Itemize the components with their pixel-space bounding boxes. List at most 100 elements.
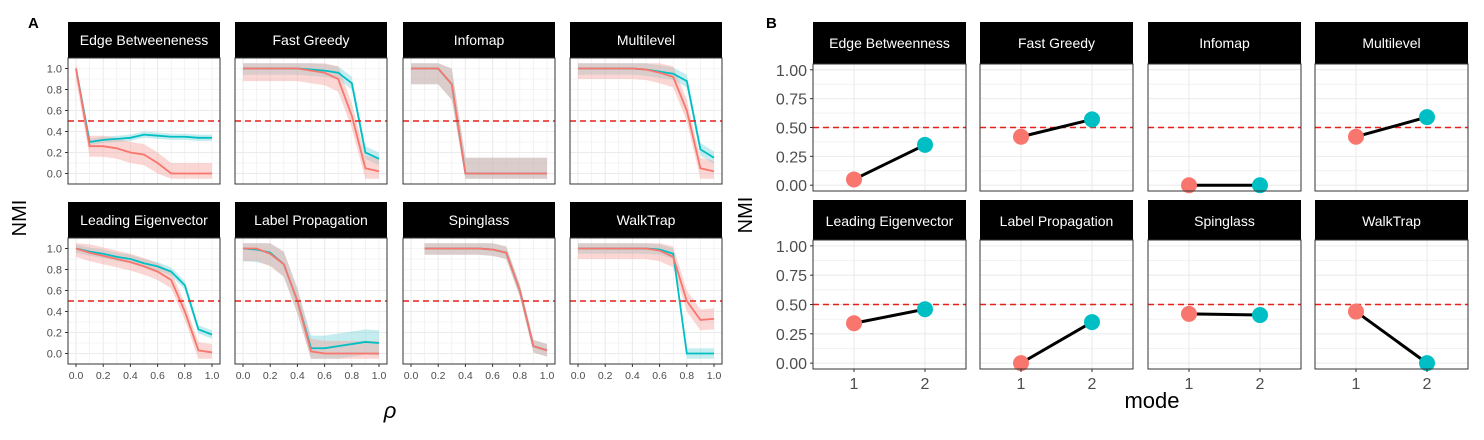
series-line-red — [578, 247, 715, 321]
point-mode-1 — [846, 171, 862, 188]
x-tick-label: 1.0 — [372, 370, 387, 382]
y-tick-label: 0.75 — [776, 268, 807, 285]
panel-a-ylabel: NMI — [9, 200, 31, 237]
facet-strip — [1315, 22, 1468, 64]
series-line-red — [424, 247, 548, 352]
facet-strip — [1148, 22, 1301, 64]
facet-b-spinglass: Spinglass 1 2 — [1147, 200, 1302, 393]
x-tick-label: 2 — [921, 376, 930, 393]
point-mode-2 — [917, 301, 933, 318]
point-mode-1 — [1181, 177, 1197, 194]
panel-border — [569, 57, 723, 185]
y-tick-label: 0.8 — [47, 265, 62, 277]
panel-border — [569, 237, 723, 365]
facet-strip — [980, 22, 1133, 64]
y-tick-label: 0.00 — [776, 356, 807, 373]
series-line-red — [75, 68, 212, 175]
facet-b-edge-betweenness: Edge Betweenness 0.00 0.25 0.50 0.75 1.00 — [776, 22, 967, 195]
panel-border — [979, 63, 1134, 192]
point-mode-1 — [1348, 128, 1364, 145]
x-tick-label: 1 — [1185, 376, 1194, 393]
ribbon-red — [578, 243, 714, 331]
x-tick-label: 0.4 — [625, 370, 640, 382]
facet-strip — [980, 200, 1133, 240]
facet-title: Multilevel — [1362, 35, 1420, 51]
ribbon-red — [243, 63, 379, 179]
x-tick-label: 0.4 — [123, 370, 138, 382]
y-tick-label: 0.2 — [47, 148, 62, 160]
facet-strip — [570, 202, 722, 238]
y-tick-label: 0.75 — [776, 92, 807, 109]
facet-a-walktrap: WalkTrap 0.0 0.2 0.4 0.6 0.8 1.0 — [569, 202, 723, 382]
y-tick-label: 0.0 — [47, 169, 62, 181]
x-tick-label: 0.2 — [598, 370, 613, 382]
series-line-red — [243, 247, 379, 355]
panel-border — [234, 237, 388, 365]
panel-border — [1314, 63, 1469, 192]
y-tick-label: 0.50 — [776, 121, 807, 138]
facet-strip — [68, 22, 220, 58]
x-tick-label: 0.8 — [512, 370, 527, 382]
facet-a-leading-eigenvector: Leading Eigenvector 0.0 0.2 0.4 0.6 0.8 1.0 0.0… — [47, 202, 221, 382]
point-mode-1 — [846, 315, 862, 332]
y-tick-label: 0.0 — [47, 349, 62, 361]
x-tick-label: 1.0 — [707, 370, 722, 382]
y-tick-label: 0.6 — [47, 286, 62, 298]
facet-a-spinglass: Spinglass 0.0 0.2 0.4 0.6 0.8 1.0 — [402, 202, 556, 382]
ribbon-red — [411, 63, 547, 179]
x-tick-label: 0.4 — [290, 370, 305, 382]
facet-strip — [813, 22, 966, 64]
x-tick-label: 0.8 — [679, 370, 694, 382]
facet-strip — [570, 22, 722, 58]
panel-b-facets: Edge Betweenness 0.00 0.25 0.50 0.75 1.00 Fast… — [776, 22, 1469, 393]
panel-border — [67, 57, 221, 185]
facet-a-infomap: Infomap — [402, 22, 556, 185]
x-tick-label: 0.6 — [150, 370, 165, 382]
series-line-teal — [75, 247, 213, 336]
point-mode-1 — [1181, 305, 1197, 322]
y-tick-label: 0.2 — [47, 328, 62, 340]
y-tick-label: 0.4 — [47, 127, 62, 139]
panel-b-label: B — [766, 15, 777, 32]
x-tick-label: 0.6 — [317, 370, 332, 382]
facet-strip — [235, 22, 387, 58]
panel-a-label: A — [28, 15, 39, 32]
facet-title: Spinglass — [1194, 213, 1255, 229]
point-mode-1 — [1348, 303, 1364, 320]
x-tick-label: 2 — [1088, 376, 1097, 393]
facet-strip — [403, 22, 555, 58]
panel-border — [1147, 63, 1302, 192]
facet-title: Infomap — [454, 32, 505, 48]
x-tick-label: 2 — [1256, 376, 1265, 393]
segment-line — [1020, 117, 1093, 139]
facet-title: Leading Eigenvector — [826, 213, 954, 229]
facet-strip — [235, 202, 387, 238]
point-mode-2 — [1084, 314, 1100, 331]
facet-b-label-propagation: Label Propagation 1 2 — [979, 200, 1134, 393]
ribbon-teal — [411, 63, 547, 179]
x-tick-label: 0.4 — [458, 370, 473, 382]
facet-title: Infomap — [1199, 35, 1250, 51]
ribbon-teal — [578, 63, 714, 165]
facet-strip — [68, 202, 220, 238]
facet-a-fast-greedy: Fast Greedy — [234, 22, 388, 185]
panel-b-ylabel: NMI — [735, 197, 757, 234]
panel-border — [1314, 239, 1469, 370]
ribbon-teal — [243, 63, 379, 166]
facet-title: Fast Greedy — [272, 32, 349, 48]
x-tick-label: 0.0 — [404, 370, 419, 382]
panel-border — [67, 237, 221, 365]
segment-line — [1188, 312, 1261, 317]
panel-border — [402, 237, 556, 365]
segment-line — [853, 143, 926, 181]
y-tick-label: 0.50 — [776, 298, 807, 315]
facet-strip — [1148, 200, 1301, 240]
x-tick-label: 1 — [1017, 376, 1026, 393]
x-tick-label: 1 — [850, 376, 859, 393]
x-tick-label: 0.0 — [571, 370, 586, 382]
facet-title: WalkTrap — [617, 212, 676, 228]
point-mode-2 — [1252, 177, 1268, 194]
facet-b-walktrap: WalkTrap 1 2 — [1314, 200, 1469, 393]
facet-title: Spinglass — [449, 212, 510, 228]
